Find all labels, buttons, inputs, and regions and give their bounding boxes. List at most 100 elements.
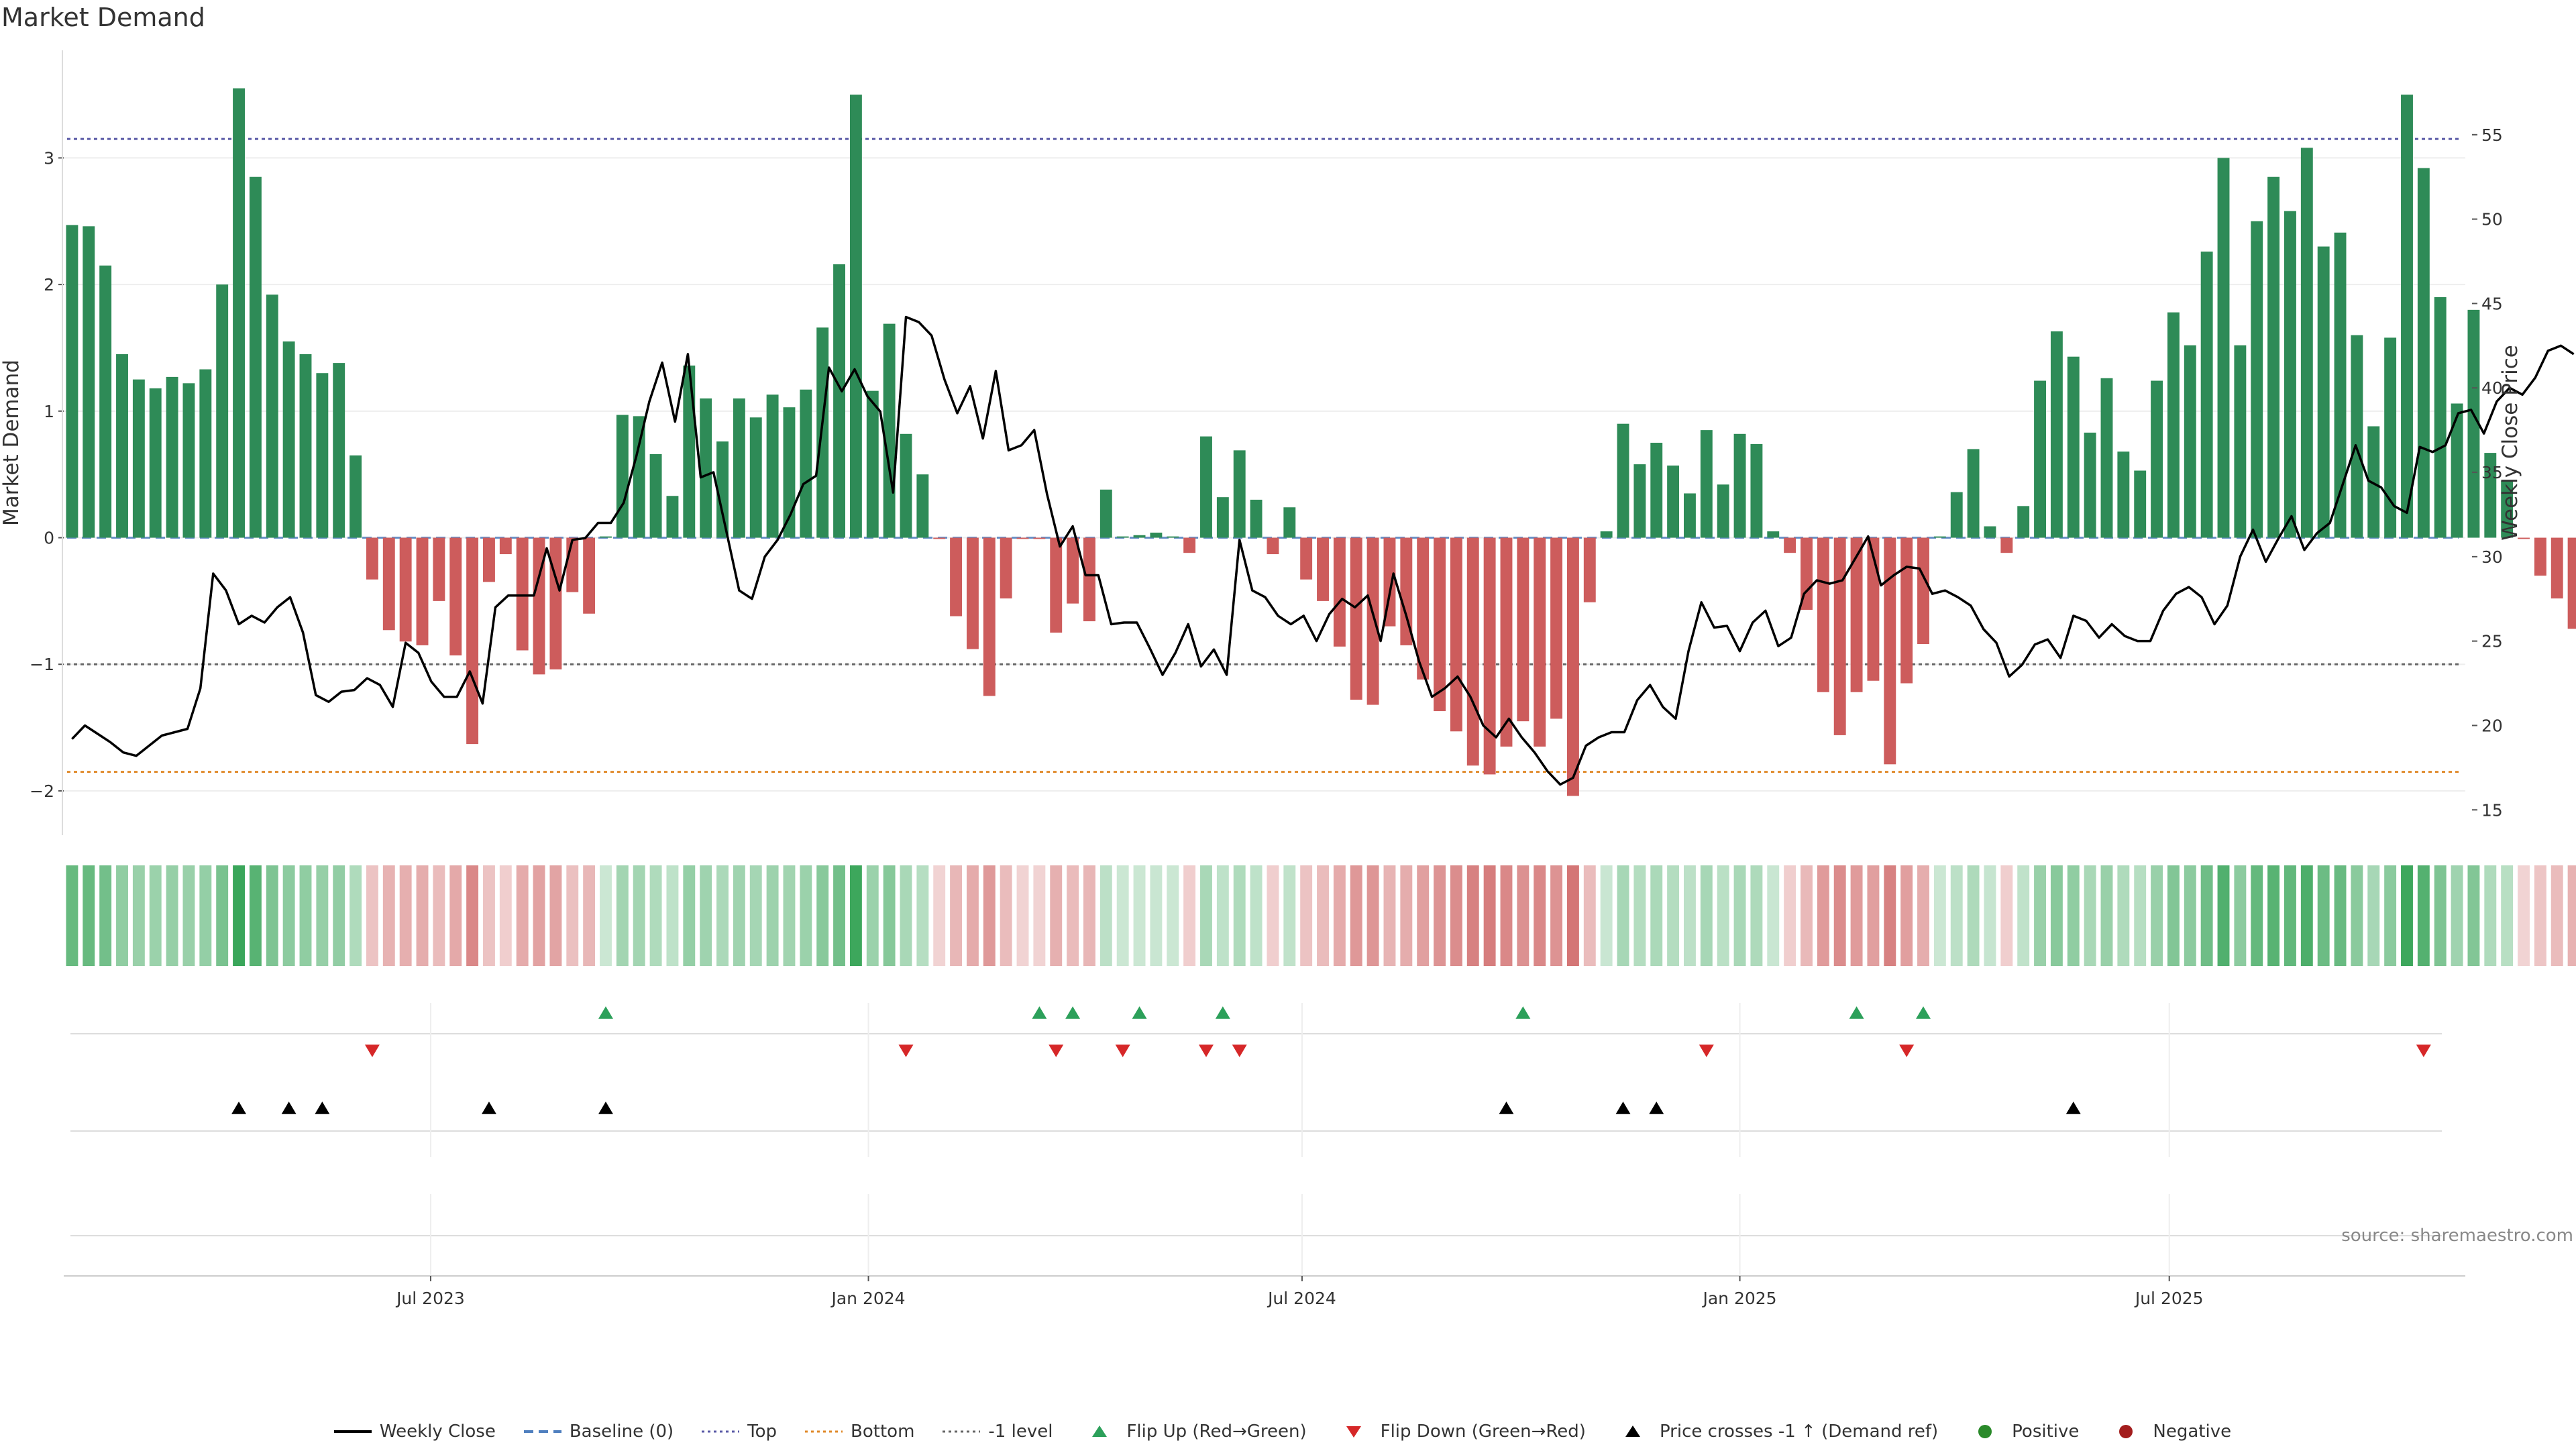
demand-bar	[833, 264, 845, 538]
demand-bar	[2534, 537, 2546, 576]
heat-cell	[883, 865, 896, 966]
heat-cell	[2300, 865, 2313, 966]
heat-cell	[1833, 865, 1846, 966]
heat-cell	[416, 865, 429, 966]
legend-item: Price crosses -1 ↑ (Demand ref)	[1613, 1421, 1938, 1442]
heat-cell	[2501, 865, 2514, 966]
heat-cell	[2251, 865, 2263, 966]
axes: −2 −1 0 1 2 3 15 20 25 30 35 40 45 50 55	[30, 50, 2503, 835]
y-tick-label: 0	[44, 529, 54, 548]
demand-bar	[1617, 423, 1629, 538]
demand-bar	[199, 369, 212, 538]
demand-bar	[783, 407, 796, 538]
source-note: source: sharemaestro.com	[2341, 1226, 2573, 1246]
demand-bar	[249, 176, 262, 538]
demand-bar	[1984, 526, 1996, 538]
demand-bar	[849, 95, 862, 538]
demand-bar	[266, 294, 278, 538]
heat-cell	[783, 865, 796, 966]
demand-bar	[916, 474, 929, 538]
demand-bar	[1483, 537, 1496, 775]
legend-label: Bottom	[851, 1421, 915, 1442]
demand-bar	[533, 537, 545, 675]
price-cross-marker	[598, 1102, 613, 1114]
heat-cell	[2518, 865, 2530, 966]
heat-cell	[1333, 865, 1346, 966]
demand-bar	[350, 455, 362, 538]
demand-bar	[366, 537, 378, 580]
legend-circle	[1978, 1425, 1992, 1438]
heat-cell	[666, 865, 679, 966]
heat-cell	[1617, 865, 1629, 966]
heat-cell	[2317, 865, 2330, 966]
demand-bar	[883, 323, 896, 538]
y2-tick-label: 30	[2481, 547, 2503, 567]
heat-cell	[2401, 865, 2413, 966]
demand-bar	[2434, 297, 2447, 538]
flip-up-marker	[1515, 1006, 1531, 1019]
heat-cell	[1900, 865, 1913, 966]
demand-bar	[1400, 537, 1413, 645]
flip-down-marker	[1699, 1044, 1714, 1057]
price-cross-marker	[1649, 1102, 1664, 1114]
heat-cell	[2100, 865, 2113, 966]
demand-bar	[2034, 380, 2046, 538]
heat-cell	[2334, 865, 2347, 966]
heat-cell	[366, 865, 378, 966]
demand-bar	[1700, 430, 1713, 538]
x-axis: Jul 2023 Jan 2024 Jul 2024 Jan 2025 Jul 2025	[64, 1275, 2465, 1308]
heat-cell	[116, 865, 128, 966]
demand-bar	[99, 265, 112, 538]
x-tick-label: Jul 2025	[2134, 1289, 2204, 1308]
heat-cell	[2184, 865, 2196, 966]
demand-bar	[2050, 331, 2063, 538]
demand-bar	[2134, 470, 2147, 538]
demand-bar	[1333, 537, 1346, 647]
demand-bar	[1083, 537, 1095, 622]
heat-cell	[233, 865, 245, 966]
demand-bar	[2367, 426, 2380, 538]
heat-cell	[716, 865, 729, 966]
demand-bar	[116, 354, 128, 538]
heat-cell	[1016, 865, 1029, 966]
demand-bar	[166, 376, 178, 538]
demand-bar	[933, 537, 946, 539]
legend-item: Baseline (0)	[523, 1421, 674, 1442]
demand-bar	[1500, 537, 1513, 747]
demand-bar	[1801, 537, 1813, 610]
heat-cell	[549, 865, 562, 966]
demand-bar	[416, 537, 429, 645]
demand-bar	[1750, 443, 1763, 538]
heat-cell	[1167, 865, 1179, 966]
demand-bar	[583, 537, 596, 614]
heat-cell	[583, 865, 596, 966]
flip-down-marker	[364, 1044, 380, 1057]
demand-bar	[1317, 537, 1329, 601]
demand-bar	[2167, 312, 2180, 538]
heat-cell	[2017, 865, 2030, 966]
heat-cell	[2167, 865, 2180, 966]
demand-heatstrip	[66, 865, 2576, 966]
heat-cell	[66, 865, 78, 966]
heat-cell	[733, 865, 745, 966]
demand-bar	[1350, 537, 1362, 700]
demand-bar	[683, 365, 696, 538]
demand-bar	[1183, 537, 1196, 553]
demand-bar	[1366, 537, 1379, 705]
heat-cell	[1283, 865, 1296, 966]
demand-bar	[2084, 432, 2096, 538]
demand-bar	[483, 537, 495, 582]
heat-cell	[2534, 865, 2546, 966]
demand-bar	[2334, 232, 2347, 538]
demand-bar	[900, 433, 912, 538]
demand-bars	[66, 88, 2576, 796]
demand-bar	[1050, 537, 1063, 633]
demand-bar	[1250, 499, 1263, 538]
heat-cell	[1517, 865, 1529, 966]
y-tick-label: 3	[44, 148, 54, 168]
heat-cell	[683, 865, 696, 966]
heat-cell	[866, 865, 879, 966]
demand-bar	[2017, 506, 2030, 538]
demand-bar	[1116, 536, 1129, 538]
heat-cell	[1200, 865, 1212, 966]
